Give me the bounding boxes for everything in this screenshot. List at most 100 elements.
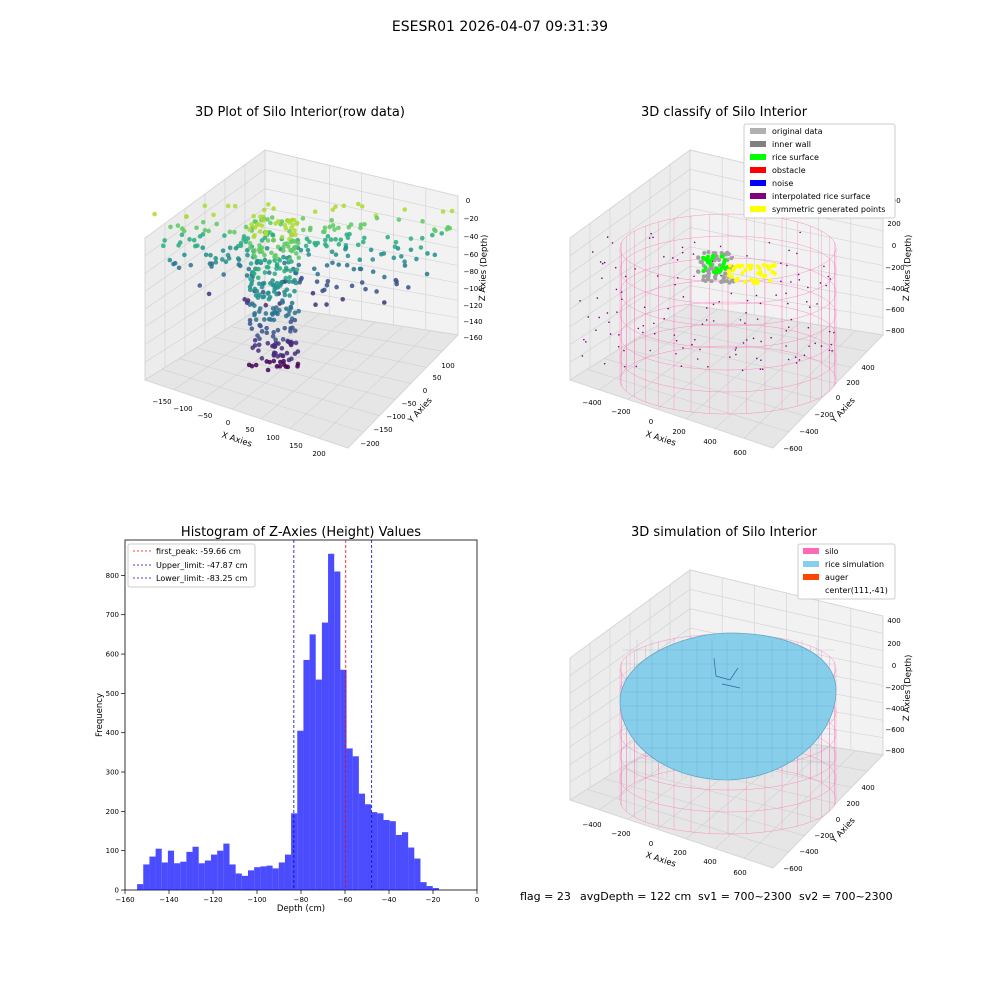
raw-data-point	[359, 280, 365, 285]
grid-line	[144, 285, 459, 363]
classify-y-tick: 400	[861, 364, 874, 372]
raw-data-point	[270, 306, 276, 311]
histogram-bar	[260, 866, 267, 890]
classify-y-tick: −600	[783, 445, 802, 453]
histogram-title: Histogram of Z-Axies (Height) Values	[181, 525, 421, 540]
grid-line	[569, 627, 884, 712]
grid-line	[672, 315, 868, 352]
raw-data-point	[249, 363, 255, 369]
raw-data-point	[269, 250, 274, 256]
histogram-bar	[420, 882, 427, 890]
interpolated-surface-point	[828, 330, 831, 333]
interpolated-surface-point	[643, 306, 646, 309]
grid-line	[621, 767, 821, 820]
raw-data-point	[252, 343, 258, 348]
raw-data-point	[258, 259, 263, 264]
sim-x-tick: 0	[649, 840, 653, 848]
raw-data-point	[248, 276, 253, 282]
interpolated-surface-point	[694, 338, 696, 341]
histogram-bar	[352, 756, 359, 890]
raw-data-point	[192, 243, 198, 249]
original-data-point	[706, 271, 711, 276]
legend-swatch-auger	[803, 574, 819, 580]
histogram-x-ticks: −160 −140 −120 −100 −80 −60 −40 −20 0	[115, 890, 479, 904]
sim-y-tick: −400	[799, 848, 818, 856]
raw-data-point	[281, 358, 286, 364]
raw-data-point	[172, 260, 178, 266]
symmetric-point	[743, 279, 748, 284]
raw-data-point	[324, 263, 330, 268]
interpolated-surface-point	[595, 329, 597, 331]
grid-line	[179, 358, 380, 417]
interpolated-surface-point	[719, 245, 722, 248]
rice-surface-point	[721, 261, 726, 266]
raw-data-point	[344, 232, 350, 237]
raw-data-point	[402, 263, 408, 268]
rice-surface-mesh	[619, 632, 837, 781]
grid-line	[196, 347, 396, 400]
raw-data-point	[267, 259, 272, 264]
interpolated-surface-point	[827, 275, 830, 278]
interpolated-surface-point	[798, 279, 801, 281]
raw-data-point	[338, 237, 344, 243]
interpolated-surface-point	[682, 296, 685, 298]
raw-data-point	[227, 229, 233, 235]
grid-line	[173, 309, 293, 390]
raw-data-point	[292, 228, 297, 233]
original-data-point	[723, 271, 728, 276]
raw-data-point	[333, 204, 338, 209]
raw-data-point	[374, 289, 379, 294]
interpolated-surface-point	[712, 303, 715, 306]
raw-data-point	[252, 219, 258, 224]
raw-data-point	[257, 229, 263, 234]
raw-data-point	[280, 248, 286, 254]
grid-line	[569, 589, 884, 676]
raw-data-point	[292, 328, 298, 333]
raw-data-point	[243, 239, 249, 245]
interpolated-surface-point	[808, 345, 810, 347]
raw-data-point	[264, 325, 269, 331]
grid-line	[144, 169, 459, 256]
raw-data-point	[225, 252, 231, 258]
symmetric-point	[740, 271, 745, 276]
rice-surface-point	[717, 269, 722, 274]
raw-x-tick: 50	[246, 426, 255, 434]
histogram-bar	[303, 659, 310, 890]
legend-swatch-interpolated-rice-surface	[750, 193, 766, 199]
raw-data-point	[175, 223, 181, 228]
classify-data-points	[579, 231, 835, 372]
interpolated-surface-point	[624, 365, 626, 368]
interpolated-surface-point	[820, 345, 823, 347]
raw-data-point	[202, 203, 208, 209]
raw-data-point	[419, 235, 425, 241]
raw-data-point	[206, 228, 211, 234]
histogram-bar	[346, 748, 353, 890]
histogram-bars	[137, 553, 439, 890]
raw-data-point	[271, 352, 277, 358]
interpolated-surface-point	[674, 283, 676, 286]
raw-y-tick: 100	[441, 362, 454, 370]
interpolated-surface-point	[746, 299, 749, 302]
raw-data-point	[293, 232, 298, 238]
interpolated-surface-point	[617, 345, 620, 348]
sim-z-tick: 200	[887, 640, 900, 648]
raw-data-point	[296, 255, 302, 260]
raw-data-point	[266, 296, 272, 302]
histogram-bar	[149, 856, 156, 890]
raw-data-point	[322, 225, 328, 231]
interpolated-surface-point	[596, 297, 599, 299]
interpolated-surface-point	[760, 340, 762, 343]
interpolated-surface-point	[585, 341, 587, 343]
original-data-point	[714, 254, 719, 259]
interpolated-surface-point	[729, 356, 731, 358]
raw-data-point	[259, 249, 265, 255]
sim-rice-surface	[619, 632, 837, 781]
sim-z-tick: −800	[885, 747, 904, 755]
legend-label-center: center(111,-41)	[825, 586, 888, 595]
raw-data-point	[349, 283, 355, 289]
raw-data-point	[295, 361, 301, 367]
interpolated-surface-point	[787, 326, 790, 329]
interpolated-surface-point	[671, 257, 674, 259]
raw-data-point	[290, 222, 296, 228]
rice-surface-point	[715, 266, 720, 271]
